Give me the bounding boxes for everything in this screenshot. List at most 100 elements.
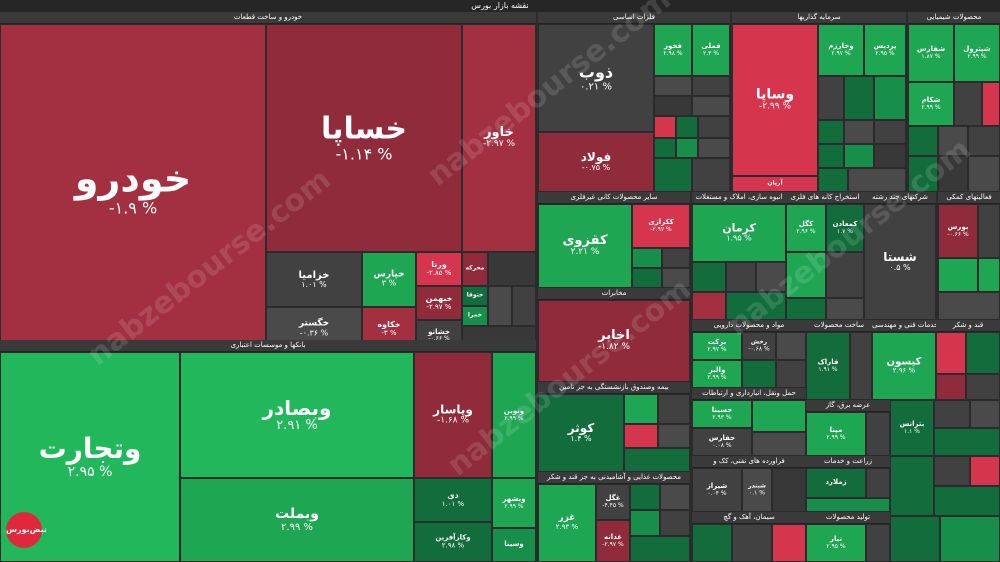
tile-small[interactable]	[934, 456, 970, 486]
tile-small[interactable]	[676, 138, 698, 158]
tile-vbmelat[interactable]: وبملت ۲.۹۹ %	[180, 478, 414, 562]
tile-small[interactable]	[866, 412, 890, 456]
tile-vkharazm[interactable]: وخارزم ۲.۹۷ %	[818, 24, 864, 76]
tile-small[interactable]	[630, 536, 690, 562]
tile-akhaber[interactable]: اخابر -۱.۸۲ %	[538, 300, 690, 382]
tile-vorna[interactable]: ورنا -۲.۸۵ %	[416, 252, 462, 286]
tile-small[interactable]	[658, 394, 690, 424]
tile-small[interactable]	[818, 144, 844, 168]
tile-small[interactable]	[692, 262, 726, 292]
tile-kemadan[interactable]: کمعادن ۱.۷ %	[826, 204, 864, 252]
tile-khzamia[interactable]: خزامیا ۱.۰۱ %	[266, 252, 362, 307]
tile-faraak[interactable]: فاراک ۱.۹۱ %	[806, 332, 850, 400]
tile-fameli[interactable]: فملی ۲.۳ %	[692, 24, 730, 76]
tile-small[interactable]	[658, 424, 690, 448]
tile-small[interactable]	[866, 524, 890, 562]
tile-small[interactable]	[772, 524, 806, 562]
tile-kowsar[interactable]: کوثر ۱.۴ %	[538, 394, 624, 472]
tile-small[interactable]	[776, 360, 806, 388]
tile-shepetrol[interactable]: شپترول ۲.۹۹ %	[954, 24, 1000, 82]
tile-small[interactable]	[654, 158, 692, 192]
tile-small[interactable]	[654, 76, 692, 96]
tile-small[interactable]	[970, 400, 1000, 428]
tile-small[interactable]	[692, 158, 730, 192]
tile-small[interactable]	[818, 76, 844, 120]
tile-small[interactable]	[934, 428, 1000, 456]
tile-small[interactable]	[954, 82, 982, 126]
tile-ghazar[interactable]: غزر ۲.۹۳ %	[538, 484, 596, 562]
tile-small[interactable]	[488, 286, 512, 326]
tile-small[interactable]	[654, 96, 692, 116]
tile-mhrke[interactable]: محرکه	[462, 252, 488, 286]
tile-mapna[interactable]: مپنا ۲.۹۹ %	[806, 412, 866, 456]
tile-small[interactable]	[692, 96, 730, 116]
tile-shbandar[interactable]: شبندر ۰.۱ %	[742, 468, 772, 512]
tile-small[interactable]	[970, 456, 1000, 486]
tile-small[interactable]	[966, 332, 1000, 374]
tile-ghadaneh[interactable]: غدانه -۲.۹۷ %	[596, 520, 630, 562]
tile-hafars[interactable]: حفارس ۰.۰۸ %	[692, 428, 752, 456]
tile-small[interactable]	[654, 116, 676, 138]
tile-khtok[interactable]: ختوقا	[462, 286, 488, 306]
tile-vkarafarin[interactable]: وکارآفرین ۲.۹۸ %	[414, 522, 492, 562]
tile-khamra[interactable]: خمرا	[462, 306, 488, 326]
tile-aryan[interactable]: آریان	[732, 176, 818, 192]
tile-vbsader[interactable]: وبصادر ۲.۹۱ %	[180, 352, 414, 478]
tile-kghazvin[interactable]: کقزوی ۲.۲۱ %	[538, 204, 632, 288]
tile-barkat[interactable]: برکت ۲.۹۷ %	[692, 332, 742, 360]
tile-zemlard[interactable]: زملارد	[806, 468, 866, 498]
tile-small[interactable]	[844, 144, 874, 168]
tile-small[interactable]	[934, 400, 970, 428]
tile-small[interactable]	[488, 252, 536, 286]
tile-small[interactable]	[776, 332, 806, 360]
tile-small[interactable]	[978, 258, 1000, 292]
tile-small[interactable]	[698, 138, 730, 158]
tile-small[interactable]	[660, 484, 690, 510]
tile-vsina[interactable]: وسینا	[492, 528, 536, 562]
tile-boors[interactable]: بورس -۰.۶۶ %	[938, 204, 978, 258]
tile-small[interactable]	[756, 262, 786, 292]
tile-small[interactable]	[874, 144, 906, 168]
tile-small[interactable]	[726, 292, 786, 320]
tile-small[interactable]	[662, 248, 690, 268]
tile-small[interactable]	[632, 268, 662, 288]
tile-nabar[interactable]: نبار ۲.۹۵ %	[806, 524, 866, 562]
tile-hasina[interactable]: حسینا ۲.۹۳ %	[692, 400, 752, 428]
tile-kerman[interactable]: کرمان ۱.۹۵ %	[692, 204, 786, 262]
tile-small[interactable]	[732, 524, 772, 562]
tile-small[interactable]	[742, 360, 776, 388]
tile-small[interactable]	[940, 516, 1000, 562]
tile-small[interactable]	[908, 156, 938, 192]
tile-small[interactable]	[654, 138, 676, 158]
tile-khavar[interactable]: خاور -۲.۹۷ %	[462, 24, 536, 252]
tile-small[interactable]	[908, 126, 938, 156]
tile-small[interactable]	[692, 292, 726, 320]
tile-rakhsh[interactable]: رخش -۰.۶۸ %	[742, 332, 776, 360]
tile-small[interactable]	[624, 394, 658, 424]
tile-small[interactable]	[844, 120, 874, 144]
tile-khoz[interactable]: فخوز ۲.۹۸ %	[654, 24, 692, 76]
tile-vasalam[interactable]: والبر ۲.۹۹ %	[692, 360, 742, 388]
tile-small[interactable]	[630, 510, 660, 536]
tile-gol[interactable]: غگل -۴.۴۵ %	[596, 484, 630, 520]
tile-small[interactable]	[968, 156, 1000, 192]
tile-small[interactable]	[624, 424, 658, 448]
tile-pardis[interactable]: پردیس ۲.۹۵ %	[864, 24, 906, 76]
tile-small[interactable]	[752, 432, 806, 456]
tile-small[interactable]	[848, 168, 906, 192]
tile-small[interactable]	[660, 510, 690, 536]
tile-small[interactable]	[938, 126, 968, 156]
tile-shasta[interactable]: شستا ۰.۵ %	[864, 204, 936, 320]
tile-small[interactable]	[938, 156, 968, 192]
tile-small[interactable]	[826, 298, 864, 320]
tile-kkerazi[interactable]: ککرازی -۲.۹۷ %	[632, 204, 690, 248]
tile-foolad[interactable]: فولاد -۰.۷۵ %	[538, 132, 654, 192]
tile-kegol[interactable]: کگل ۲.۹۶ %	[786, 204, 826, 252]
tile-vsapa[interactable]: وساپا -۲.۹۹ %	[732, 24, 818, 176]
tile-small[interactable]	[826, 252, 864, 298]
tile-khsapa[interactable]: خساپا -۱.۱۴ %	[266, 24, 462, 252]
tile-small[interactable]	[806, 498, 890, 512]
tile-small[interactable]	[692, 524, 732, 562]
tile-small[interactable]	[698, 116, 730, 138]
tile-small[interactable]	[934, 486, 1000, 516]
